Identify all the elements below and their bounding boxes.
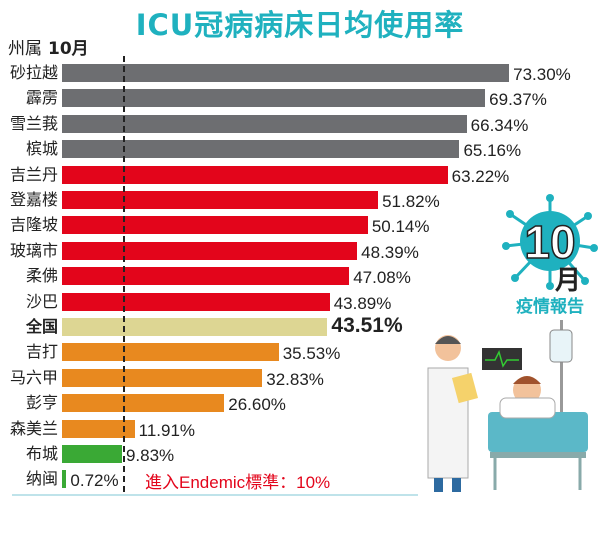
category-label: 彭亨: [25, 393, 58, 413]
reference-line-label: 進入Endemic標準：10%: [145, 473, 331, 492]
bar-彭亨: [62, 394, 225, 413]
value-label: 50.14%: [371, 217, 430, 237]
chart-title: ICU冠病病床日均使用率: [135, 8, 465, 42]
category-label: 布城: [25, 444, 58, 463]
category-label: 玻璃市: [9, 240, 58, 260]
category-label: 吉隆坡: [9, 215, 58, 235]
category-label: 纳闽: [25, 469, 58, 489]
doctor-patient-illustration: [427, 320, 588, 492]
bar-玻璃市: [62, 241, 358, 260]
value-label: 51.82%: [382, 192, 440, 211]
value-label: 43.51%: [331, 314, 403, 337]
value-label: 11.91%: [138, 420, 196, 440]
baseline: [12, 494, 418, 496]
bar-沙巴: [62, 292, 330, 311]
value-label: 26.60%: [228, 395, 286, 415]
badge-number: 10: [524, 216, 575, 268]
period-label: 10月: [48, 39, 89, 59]
bar-登嘉楼: [62, 191, 379, 209]
bar-布城: [62, 445, 122, 463]
value-label: 66.34%: [470, 115, 529, 135]
bar-马六甲: [62, 368, 263, 387]
column-header: 州属 10月: [8, 34, 89, 59]
bar-全国: [62, 318, 328, 336]
bar-槟城: [62, 140, 460, 159]
category-label: 沙巴: [25, 291, 58, 311]
bar-雪兰莪: [62, 114, 467, 133]
value-label: 43.89%: [333, 293, 392, 313]
category-label: 柔佛: [25, 266, 58, 286]
category-label: 吉兰丹: [9, 164, 58, 184]
category-label: 砂拉越: [9, 63, 58, 82]
state-header: 州属: [8, 39, 42, 59]
bar-森美兰: [62, 419, 135, 438]
value-label: 9.83%: [125, 446, 175, 465]
bar-柔佛: [62, 267, 350, 286]
bar-砂拉越: [62, 64, 510, 82]
category-label: 吉打: [25, 342, 58, 362]
badge-caption: 疫情報告: [516, 297, 584, 317]
value-label: 48.39%: [361, 242, 419, 262]
virus-badge-icon: 10 月: [502, 194, 598, 296]
category-label: 马六甲: [9, 367, 58, 387]
bar-霹雳: [62, 89, 486, 108]
category-label: 雪兰莪: [9, 113, 58, 133]
value-label: 47.08%: [353, 268, 411, 288]
reference-line-10pct: [123, 56, 125, 492]
category-label: 槟城: [25, 139, 58, 159]
value-label: 73.30%: [513, 65, 571, 84]
bar-吉打: [62, 343, 279, 362]
value-label: 32.83%: [266, 369, 324, 389]
bar-吉兰丹: [62, 165, 448, 184]
value-label: 35.53%: [282, 344, 341, 364]
value-label: 65.16%: [463, 141, 522, 161]
category-label: 全国: [25, 317, 58, 336]
value-label: 69.37%: [489, 90, 547, 110]
value-label: 0.72%: [70, 471, 119, 491]
category-label: 森美兰: [9, 418, 58, 438]
badge-month: 月: [554, 266, 581, 296]
category-label: 登嘉楼: [9, 190, 58, 209]
value-label: 63.22%: [451, 166, 510, 186]
bar-纳闽: [62, 470, 67, 489]
category-label: 霹雳: [25, 88, 58, 108]
bar-吉隆坡: [62, 216, 368, 235]
